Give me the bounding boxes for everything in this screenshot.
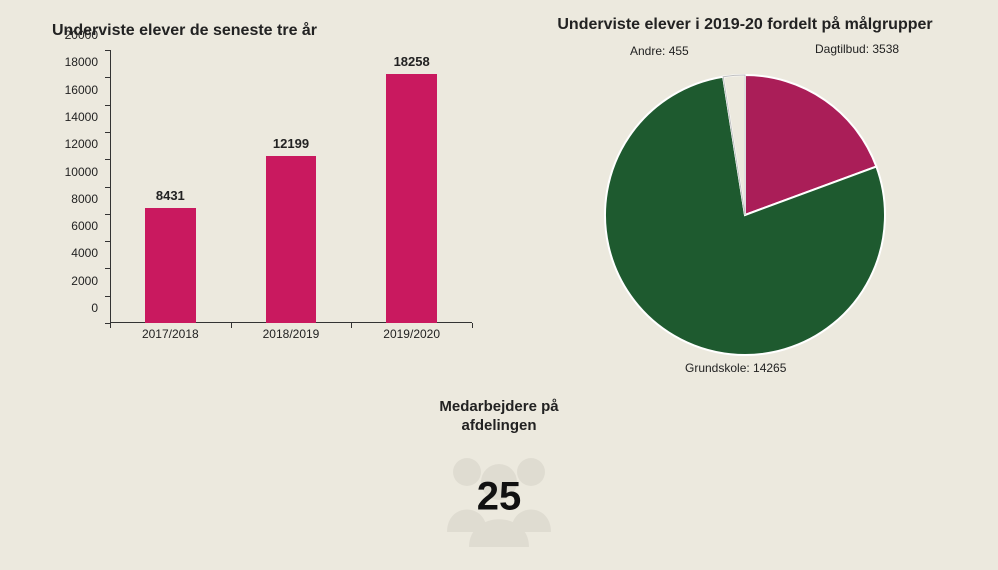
bar-chart-y-axis: 0 2000 4000 6000 8000 10000 12000 14000 16000 180…: [52, 50, 106, 323]
y-tick-mark: [105, 105, 110, 106]
y-tick-mark: [105, 159, 110, 160]
y-tick-label: 10000: [52, 165, 98, 179]
bar: 18258: [386, 74, 437, 323]
y-tick-mark: [105, 214, 110, 215]
y-tick-mark: [105, 50, 110, 51]
y-tick-mark: [105, 132, 110, 133]
pie-chart-title: Underviste elever i 2019-20 fordelt på m…: [510, 16, 980, 34]
pie-slice-label: Andre: 455: [630, 44, 689, 58]
pie-chart: Underviste elever i 2019-20 fordelt på m…: [510, 16, 980, 396]
bar-chart: Underviste elever de seneste tre år 0 200…: [52, 22, 482, 382]
x-tick-label: 2018/2019: [263, 327, 320, 341]
staff-widget: Medarbejdere på afdelingen 25: [389, 398, 609, 552]
y-tick-label: 20000: [52, 28, 98, 42]
y-tick-mark: [105, 296, 110, 297]
staff-count: 25: [477, 474, 522, 519]
bar-value-label: 12199: [266, 136, 317, 151]
y-tick-label: 0: [52, 301, 98, 315]
y-tick-mark: [105, 268, 110, 269]
bar-chart-title: Underviste elever de seneste tre år: [52, 22, 482, 40]
x-tick-label: 2019/2020: [383, 327, 440, 341]
pie-chart-area: Dagtilbud: 3538Grundskole: 14265Andre: 4…: [510, 40, 980, 370]
staff-figure: 25: [389, 442, 609, 552]
bar-chart-plot-area: 8431 12199 18258: [110, 50, 472, 323]
bar-value-label: 8431: [145, 188, 196, 203]
y-tick-label: 12000: [52, 137, 98, 151]
y-tick-label: 14000: [52, 110, 98, 124]
bar: 12199: [266, 156, 317, 323]
x-tick-label: 2017/2018: [142, 327, 199, 341]
x-tick-mark: [472, 323, 473, 328]
bar-value-label: 18258: [386, 54, 437, 69]
y-tick-mark: [105, 241, 110, 242]
staff-title-line1: Medarbejdere på: [439, 398, 558, 415]
y-tick-mark: [105, 187, 110, 188]
y-tick-label: 8000: [52, 192, 98, 206]
pie-slice-label: Grundskole: 14265: [685, 361, 786, 375]
bar: 8431: [145, 208, 196, 323]
pie-slice-label: Dagtilbud: 3538: [815, 42, 899, 56]
staff-title-line2: afdelingen: [461, 417, 536, 434]
bar-chart-plot: 0 2000 4000 6000 8000 10000 12000 14000 16000 180…: [52, 50, 472, 345]
y-axis-line: [110, 50, 111, 323]
infographic-page: Underviste elever de seneste tre år 0 200…: [0, 0, 998, 570]
bar-chart-x-labels: 2017/2018 2018/2019 2019/2020: [110, 323, 472, 345]
y-tick-label: 18000: [52, 55, 98, 69]
y-tick-label: 16000: [52, 83, 98, 97]
staff-title: Medarbejdere på afdelingen: [389, 398, 609, 436]
y-tick-mark: [105, 77, 110, 78]
pie-svg: [510, 40, 980, 370]
y-tick-label: 6000: [52, 219, 98, 233]
y-tick-label: 2000: [52, 274, 98, 288]
y-tick-label: 4000: [52, 246, 98, 260]
